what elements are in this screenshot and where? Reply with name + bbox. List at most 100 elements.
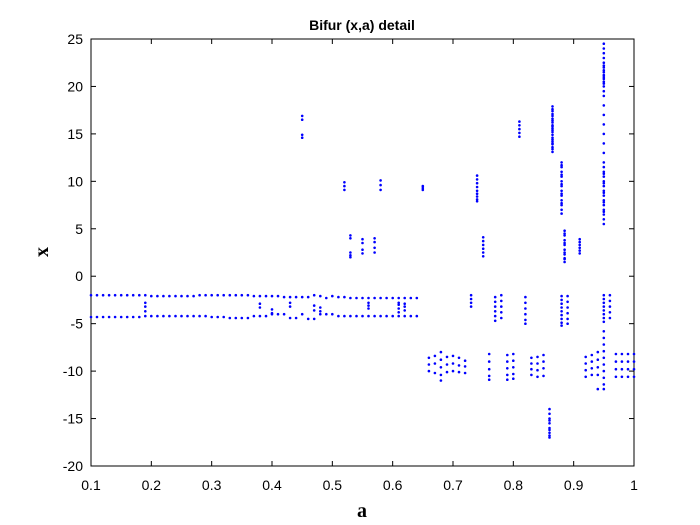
data-point	[566, 317, 569, 321]
data-point	[578, 252, 581, 255]
data-point	[578, 249, 581, 252]
data-point	[602, 191, 606, 194]
data-point	[560, 313, 563, 317]
data-point	[397, 311, 401, 314]
data-point	[566, 294, 569, 298]
data-point	[481, 243, 485, 247]
data-point	[500, 293, 503, 297]
data-point	[216, 315, 219, 319]
data-point	[512, 359, 515, 363]
data-point	[325, 312, 328, 316]
data-point	[95, 315, 99, 319]
data-point	[240, 293, 244, 297]
data-point	[403, 302, 407, 306]
data-point	[343, 188, 346, 192]
data-point	[548, 426, 551, 430]
data-point	[506, 373, 509, 377]
data-point	[385, 296, 388, 300]
data-point	[373, 296, 376, 300]
data-point	[493, 319, 497, 323]
data-point	[131, 293, 135, 297]
data-point	[276, 312, 280, 316]
data-point	[518, 135, 521, 138]
data-point	[548, 417, 551, 420]
data-point	[288, 301, 292, 305]
data-point	[270, 294, 274, 298]
data-point	[198, 314, 201, 318]
data-point	[560, 199, 563, 202]
data-point	[602, 175, 606, 178]
data-point	[536, 375, 539, 379]
data-point	[602, 336, 606, 340]
data-point	[563, 248, 566, 251]
data-point	[566, 311, 569, 315]
data-point	[403, 296, 407, 300]
data-point	[614, 367, 618, 371]
data-point	[186, 314, 189, 318]
data-point	[602, 312, 606, 316]
data-point	[95, 293, 99, 297]
y-tick-label: 0	[75, 268, 83, 284]
data-point	[542, 360, 545, 363]
data-point	[548, 431, 551, 435]
data-point	[379, 314, 382, 318]
data-point	[397, 301, 401, 305]
data-point	[258, 302, 262, 306]
x-tick-label: 1	[630, 477, 638, 493]
data-point	[500, 311, 503, 314]
data-point	[210, 315, 213, 319]
data-point	[306, 317, 310, 321]
x-tick-label: 0.7	[443, 477, 463, 493]
data-point	[512, 372, 515, 376]
data-point	[560, 298, 563, 302]
data-point	[119, 293, 123, 297]
data-point	[632, 367, 636, 371]
data-point	[349, 254, 352, 257]
data-point	[469, 297, 473, 301]
data-point	[563, 260, 566, 264]
data-point	[563, 241, 566, 245]
x-tick-label: 0.4	[262, 477, 282, 493]
data-point	[463, 371, 467, 375]
data-point	[551, 117, 554, 120]
data-point	[89, 315, 93, 319]
data-point	[337, 295, 340, 299]
data-point	[343, 295, 346, 299]
data-point	[493, 310, 497, 313]
data-point	[560, 163, 563, 167]
data-point	[602, 123, 606, 126]
data-point	[427, 363, 431, 366]
data-point	[469, 301, 473, 305]
data-point	[270, 311, 274, 315]
data-point	[439, 379, 443, 382]
data-point	[590, 373, 594, 377]
data-point	[174, 314, 177, 318]
data-point	[590, 353, 594, 357]
data-point	[487, 367, 491, 371]
y-tick-label: 10	[67, 173, 83, 189]
y-tick-label: 20	[67, 78, 83, 94]
data-point	[180, 294, 183, 298]
data-point	[475, 195, 479, 198]
data-point	[204, 314, 207, 318]
data-point	[252, 294, 256, 298]
data-point	[596, 366, 600, 369]
data-point	[367, 307, 370, 310]
data-point	[596, 387, 600, 391]
data-point	[608, 305, 612, 308]
data-point	[602, 94, 606, 98]
data-point	[560, 170, 563, 174]
data-point	[551, 138, 554, 141]
y-tick-label: -10	[63, 363, 83, 379]
data-point	[439, 350, 443, 354]
data-point	[560, 208, 563, 212]
data-point	[512, 352, 515, 356]
data-point	[602, 194, 606, 197]
data-point	[602, 70, 606, 74]
data-point	[530, 356, 533, 360]
data-point	[560, 175, 563, 178]
data-point	[614, 375, 618, 379]
data-point	[608, 311, 612, 314]
data-point	[524, 307, 527, 310]
data-point	[300, 312, 304, 316]
